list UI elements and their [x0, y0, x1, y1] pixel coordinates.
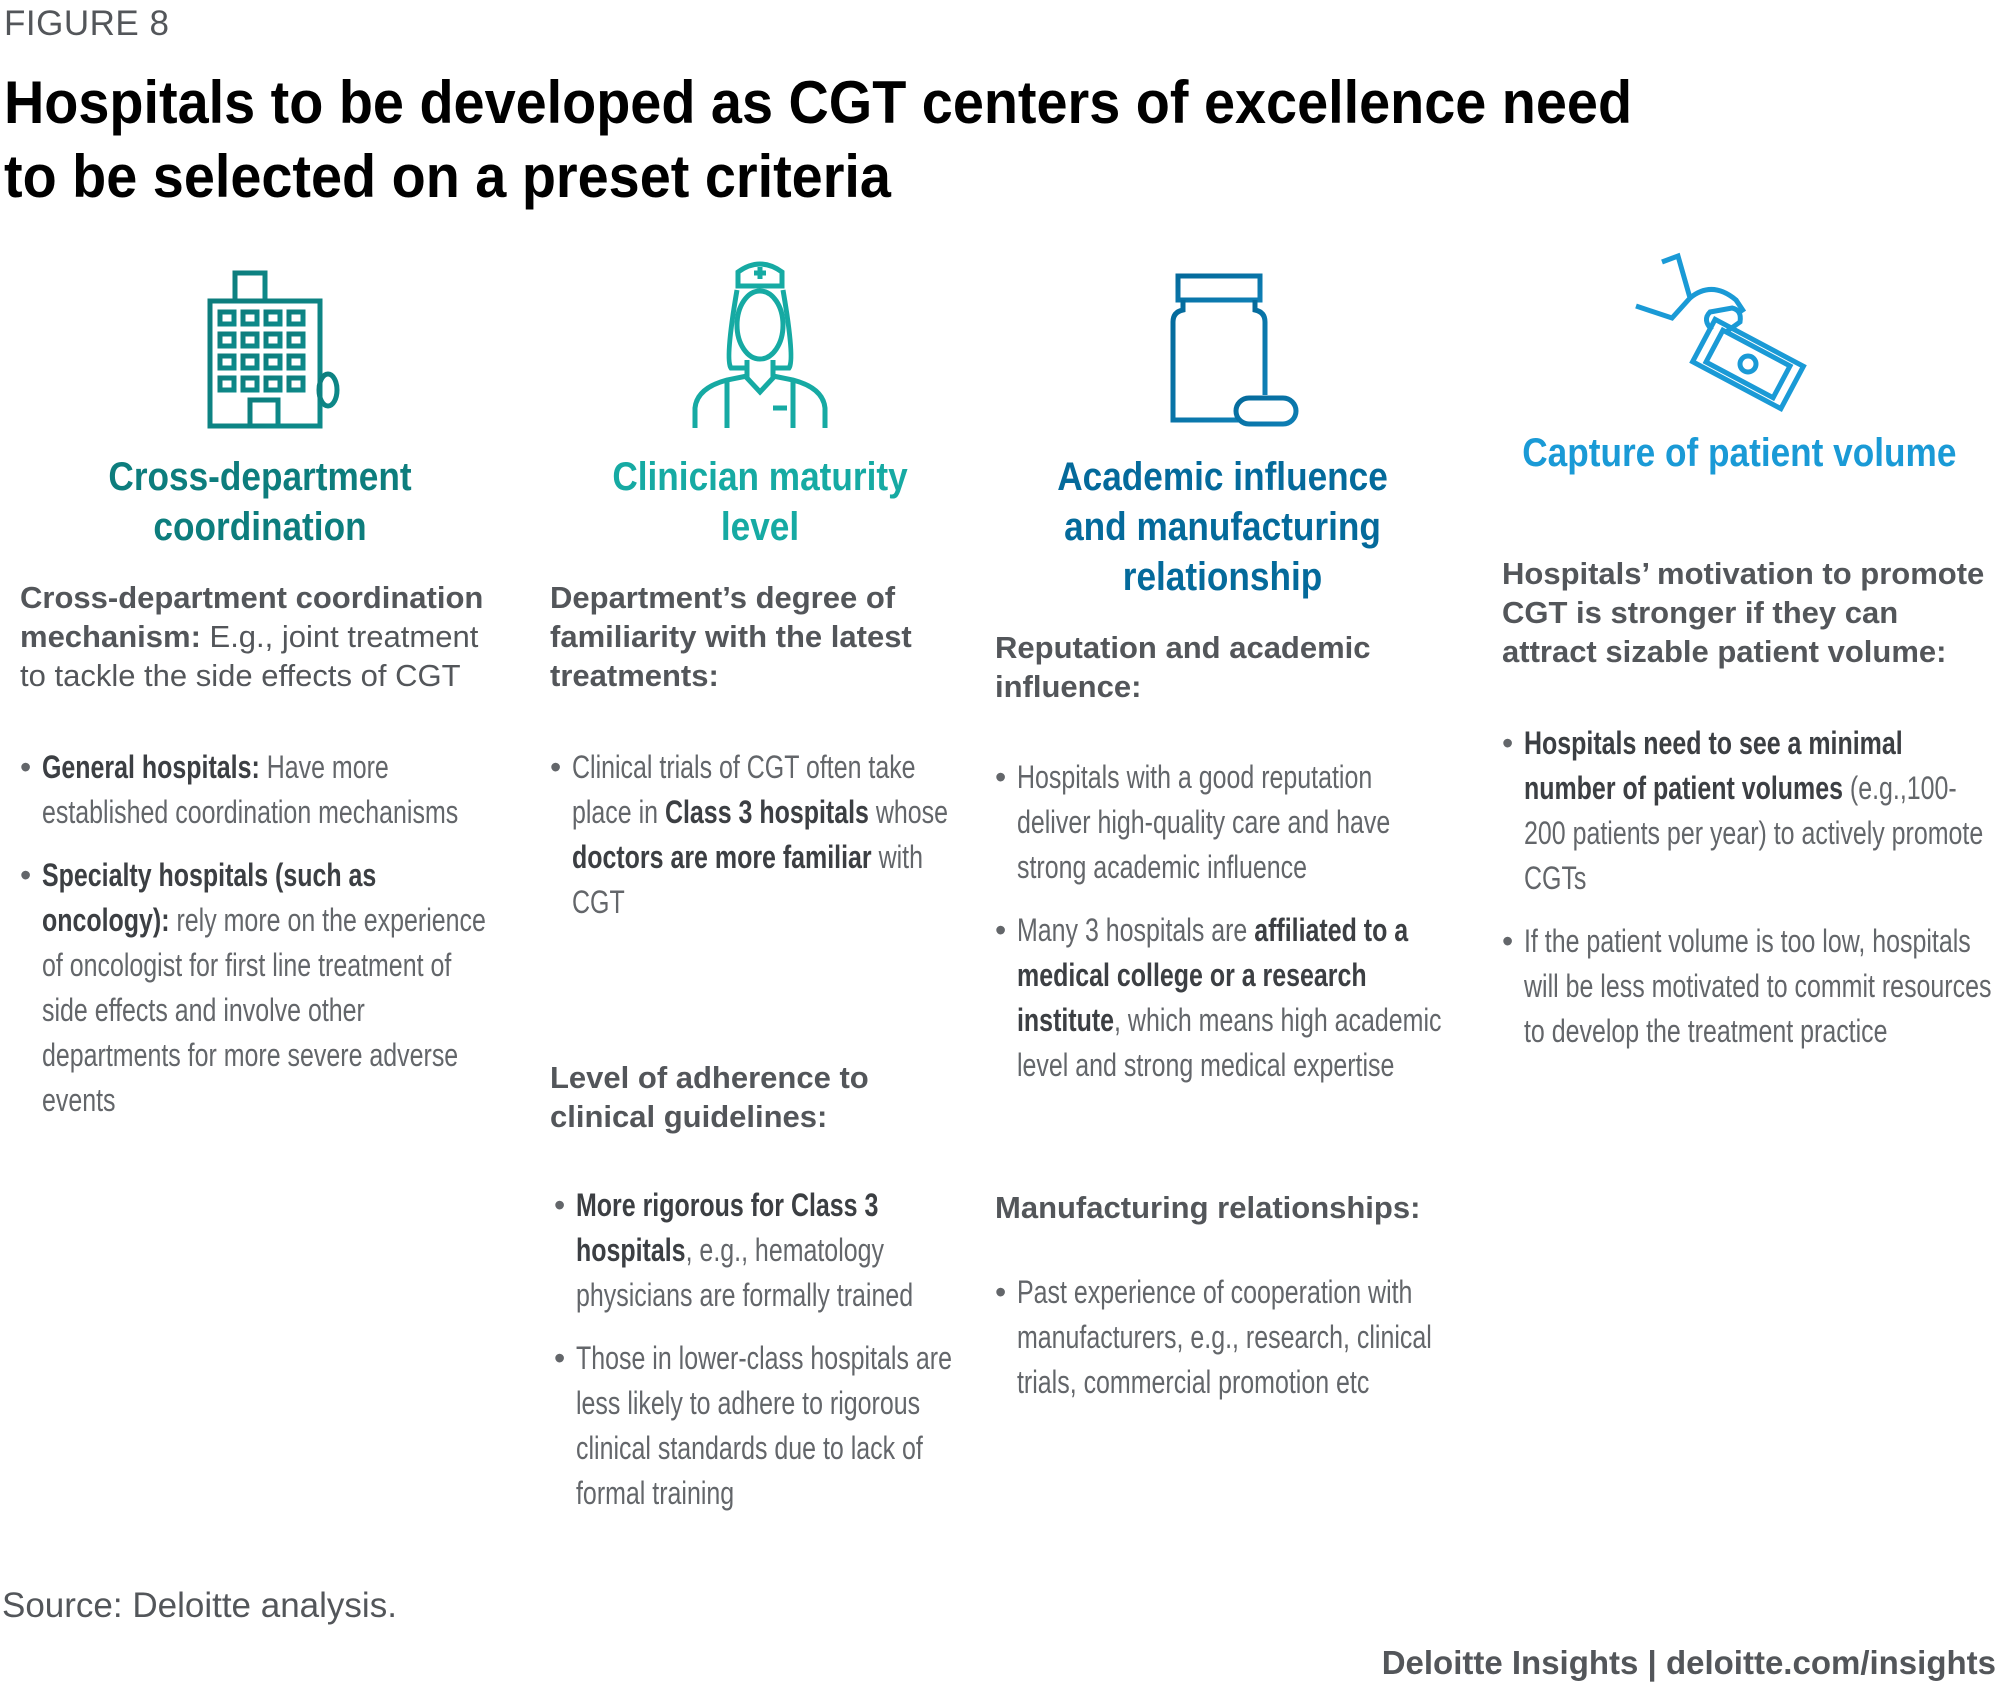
figure-label: FIGURE 8: [4, 4, 170, 43]
list-item: If the patient volume is too low, hospit…: [1502, 919, 1996, 1054]
list-item: General hospitals: Have more established…: [20, 745, 500, 835]
figure-title: Hospitals to be developed as CGT centers…: [4, 69, 1633, 210]
section-heading: Cross-department coordination mechanism:…: [20, 580, 484, 693]
column-cross-department: Cross-department coordination Cross-depa…: [20, 250, 500, 1123]
list-item: Hospitals need to see a minimal number o…: [1502, 721, 1996, 901]
column-patient-volume: Capture of patient volume Hospitals’ mot…: [1502, 250, 1996, 1054]
hand-money-icon: [1635, 252, 1807, 413]
list-item: Past experience of cooperation with manu…: [995, 1270, 1450, 1405]
section-heading: Level of adherence to clinical guideline…: [550, 1060, 869, 1134]
footer-credit[interactable]: Deloitte Insights | deloitte.com/insight…: [1381, 1644, 1996, 1681]
column-academic-influence: Academic influence and manufacturing rel…: [995, 250, 1450, 1400]
section-heading: Department’s degree of familiarity with …: [550, 580, 912, 693]
column-title: Cross-department coordination: [108, 455, 412, 549]
column-title: Clinician maturity level: [612, 455, 908, 549]
column-title: Academic influence and manufacturing rel…: [1057, 455, 1388, 599]
list-item: Hospitals with a good reputation deliver…: [995, 755, 1450, 890]
bullet-list: Hospitals with a good reputation deliver…: [995, 755, 1450, 1088]
section-heading: Manufacturing relationships:: [995, 1190, 1421, 1225]
bullet-list: Clinical trials of CGT often take place …: [550, 745, 970, 925]
column-clinician-maturity: Clinician maturity level Department’s de…: [550, 250, 970, 1511]
source-note: Source: Deloitte analysis.: [2, 1586, 397, 1625]
list-item: Specialty hospitals (such as oncology): …: [20, 853, 500, 1123]
bullet-list: General hospitals: Have more established…: [20, 745, 500, 1123]
section-heading: Reputation and academic influence:: [995, 630, 1371, 704]
list-item: Many 3 hospitals are affiliated to a med…: [995, 908, 1450, 1088]
bullet-list: Hospitals need to see a minimal number o…: [1502, 721, 1996, 1054]
bullet-list: More rigorous for Class 3 hospitals, e.g…: [554, 1183, 974, 1516]
medicine-bottle-icon: [1170, 273, 1298, 427]
hospital-building-icon: [190, 270, 340, 429]
list-item: More rigorous for Class 3 hospitals, e.g…: [554, 1183, 974, 1318]
section-heading: Hospitals’ motivation to promote CGT is …: [1502, 556, 1985, 669]
bullet-list: Past experience of cooperation with manu…: [995, 1270, 1450, 1405]
column-title: Capture of patient volume: [1522, 431, 1957, 475]
nurse-icon: [692, 261, 828, 428]
list-item: Clinical trials of CGT often take place …: [550, 745, 970, 925]
list-item: Those in lower-class hospitals are less …: [554, 1336, 974, 1516]
